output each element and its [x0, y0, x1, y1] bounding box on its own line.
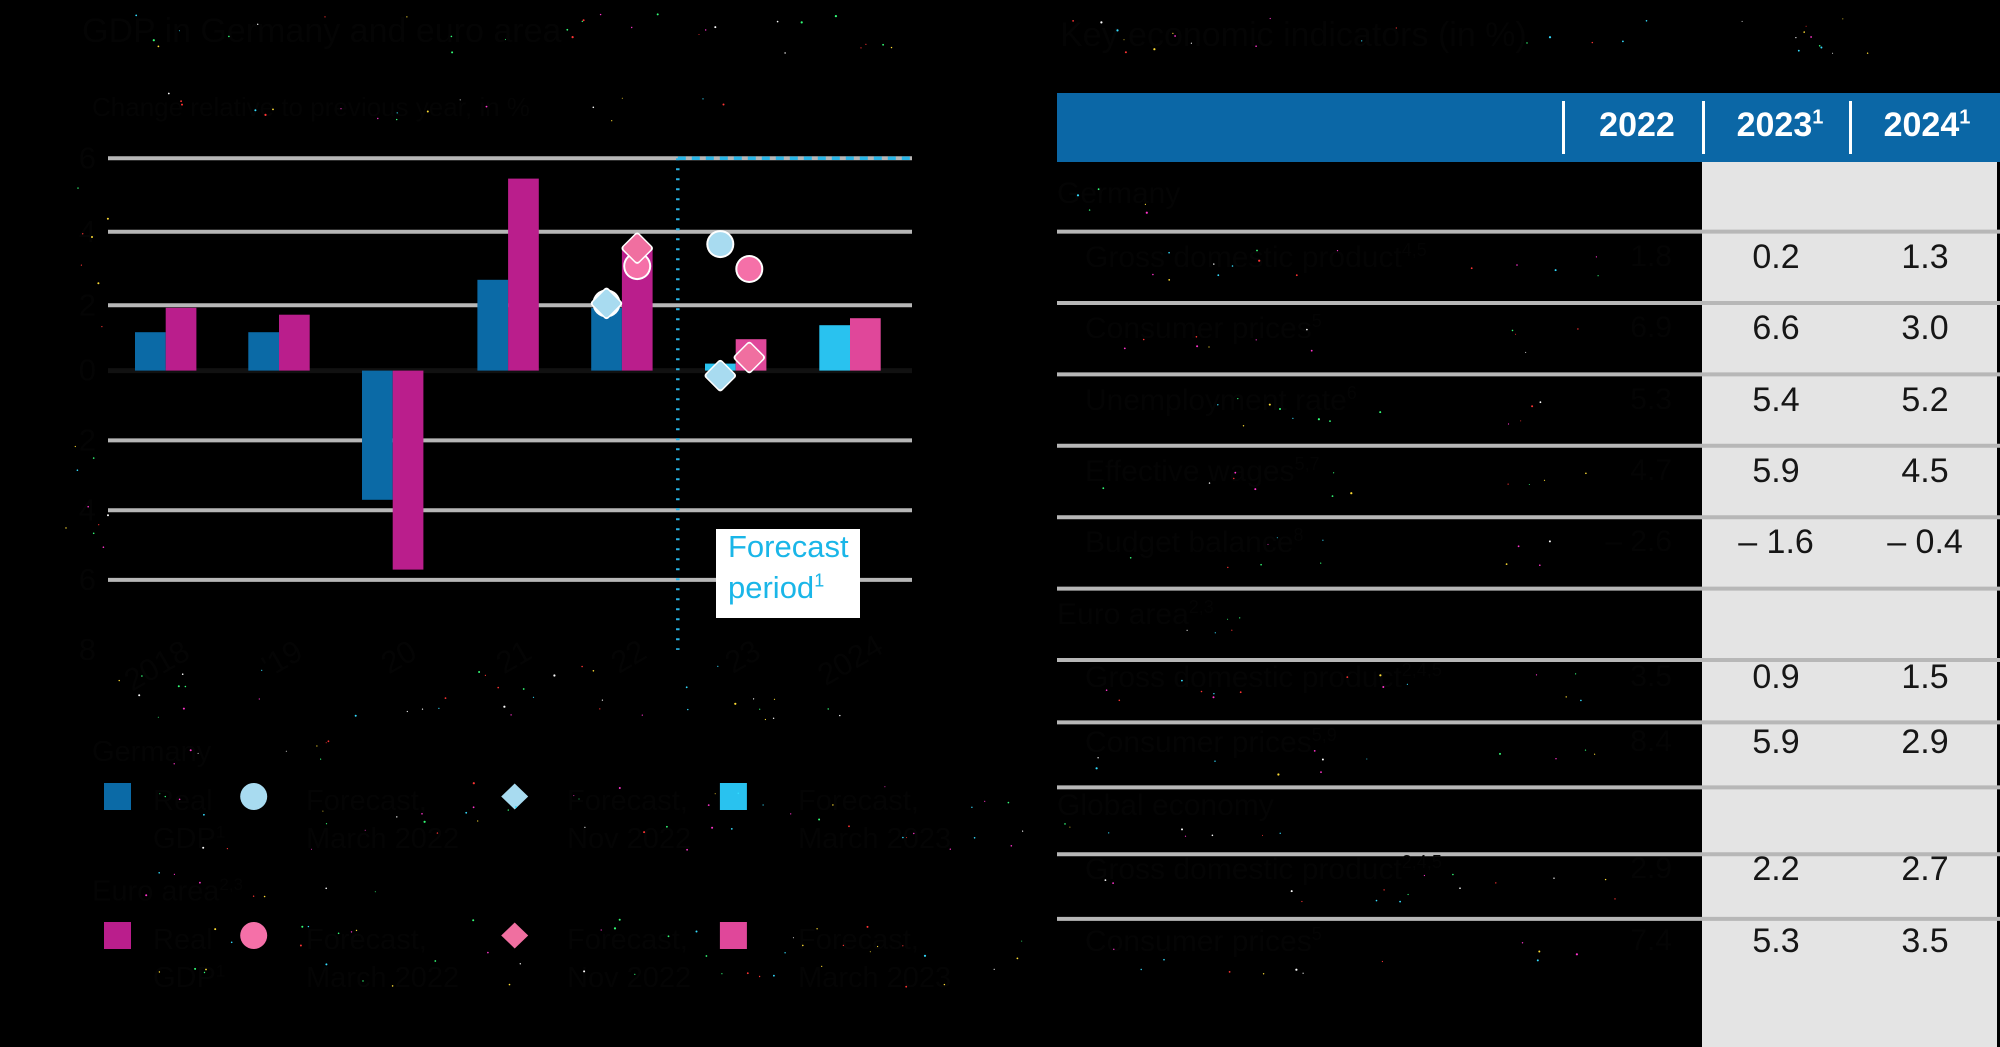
svg-text:6: 6 — [79, 562, 96, 597]
svg-text:2024: 2024 — [812, 628, 889, 693]
svg-text:4: 4 — [79, 214, 96, 249]
svg-text:2: 2 — [79, 287, 96, 322]
svg-text:23: 23 — [719, 633, 766, 681]
svg-text:2: 2 — [79, 422, 96, 457]
svg-text:20: 20 — [375, 633, 422, 681]
svg-text:8: 8 — [79, 632, 96, 667]
svg-text:22: 22 — [605, 633, 652, 681]
svg-text:6: 6 — [79, 140, 96, 175]
svg-text:0: 0 — [79, 353, 96, 388]
svg-text:21: 21 — [490, 633, 537, 681]
svg-text:'19: '19 — [256, 633, 308, 684]
svg-text:2018: 2018 — [118, 633, 195, 698]
svg-text:4: 4 — [79, 492, 96, 527]
